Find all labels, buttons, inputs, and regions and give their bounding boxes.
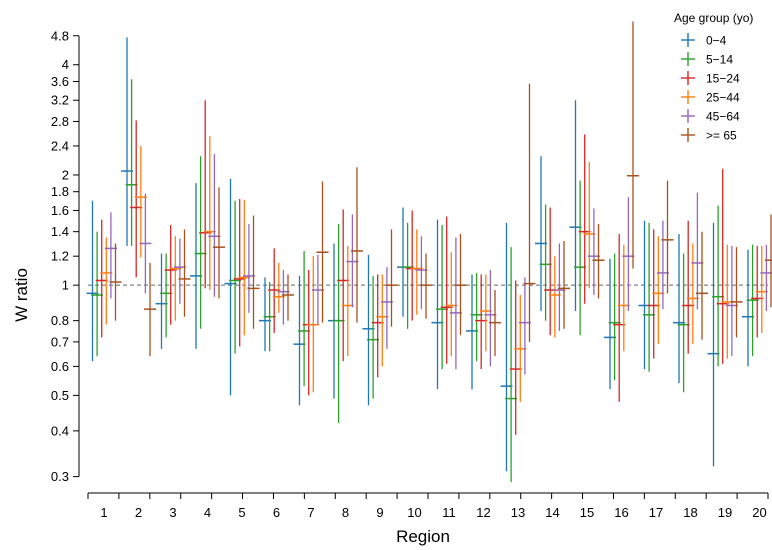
y-tick-label: 1.8 — [51, 184, 69, 199]
series-group — [95, 100, 764, 435]
legend-label: 5−14 — [706, 53, 733, 67]
legend-item: >= 65 — [681, 128, 737, 143]
legend-label: 45−64 — [706, 110, 740, 124]
legend-item: 0−4 — [681, 33, 727, 48]
y-tick-label: 3.6 — [51, 74, 69, 89]
legend-item: 45−64 — [681, 109, 740, 124]
y-tick-label: 2.4 — [51, 138, 69, 153]
y-tick-label: 0.5 — [51, 388, 69, 403]
x-tick-label: 9 — [376, 505, 383, 520]
x-tick-label: 1 — [100, 505, 107, 520]
y-tick-label: 3.2 — [51, 93, 69, 108]
x-tick-label: 18 — [683, 505, 697, 520]
y-tick-label: 0.3 — [51, 469, 69, 484]
x-tick-label: 15 — [580, 505, 594, 520]
x-axis-title: Region — [396, 527, 450, 546]
legend-item: 25−44 — [681, 90, 740, 105]
x-tick-label: 2 — [135, 505, 142, 520]
y-tick-label: 4.8 — [51, 28, 69, 43]
series-group — [109, 21, 772, 357]
x-tick-label: 20 — [752, 505, 766, 520]
y-tick-label: 4 — [62, 57, 69, 72]
y-tick-label: 0.6 — [51, 359, 69, 374]
x-tick-label: 13 — [511, 505, 525, 520]
x-tick-label: 14 — [545, 505, 559, 520]
y-tick-label: 1.2 — [51, 249, 69, 264]
y-tick-label: 2.8 — [51, 114, 69, 129]
series-group — [86, 37, 754, 472]
x-tick-label: 11 — [442, 505, 456, 520]
x-tick-label: 6 — [273, 505, 280, 520]
legend-label: 25−44 — [706, 91, 740, 105]
legend: Age group (yo) 0−4 5−14 15−24 25−44 45−64 >= … — [674, 11, 753, 143]
legend-label: 15−24 — [706, 72, 740, 86]
x-tick-label: 17 — [649, 505, 663, 520]
y-axis-title: W ratio — [12, 268, 31, 322]
series-group — [91, 79, 759, 482]
x-tick-label: 16 — [614, 505, 628, 520]
y-tick-label: 1.4 — [51, 224, 69, 239]
x-tick-label: 10 — [407, 505, 421, 520]
legend-item: 5−14 — [681, 52, 733, 67]
x-tick-label: 7 — [307, 505, 314, 520]
x-tick-label: 19 — [718, 505, 732, 520]
y-tick-label: 0.7 — [51, 334, 69, 349]
x-tick-label: 12 — [476, 505, 490, 520]
legend-item: 15−24 — [681, 71, 740, 86]
x-tick-label: 3 — [169, 505, 176, 520]
series-layer — [86, 21, 772, 482]
x-axis: 12345678910111213141516171819202122 — [87, 492, 769, 520]
x-tick-label: 8 — [342, 505, 349, 520]
y-tick-label: 0.8 — [51, 313, 69, 328]
x-tick-label: 5 — [238, 505, 245, 520]
legend-label: >= 65 — [706, 129, 737, 143]
legend-label: 0−4 — [706, 34, 727, 48]
y-tick-label: 1.6 — [51, 203, 69, 218]
legend-title: Age group (yo) — [674, 11, 753, 25]
y-tick-label: 2 — [62, 167, 69, 182]
y-tick-label: 1 — [62, 278, 69, 293]
y-axis: 0.3 0.4 0.5 0.6 0.7 0.8 1 1.2 1.4 1.6 1.8 2 2.4 2.8 3.… — [51, 28, 80, 484]
x-tick-label: 4 — [204, 505, 211, 520]
y-tick-label: 0.4 — [51, 423, 69, 438]
